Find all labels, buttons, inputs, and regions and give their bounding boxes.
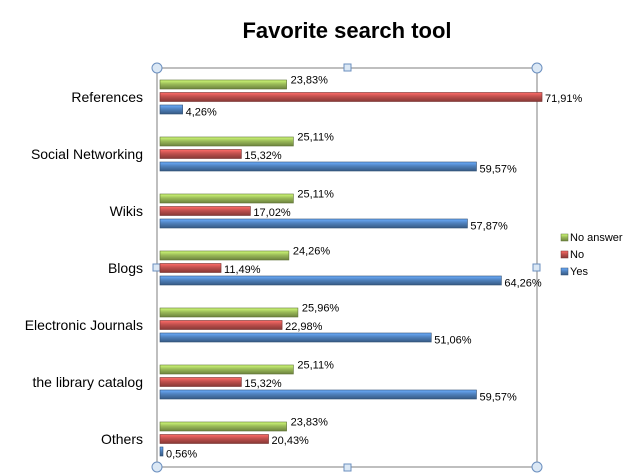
value-label-no-electronic-journals: 22,98% bbox=[285, 321, 323, 333]
category-label-the-library-catalog: the library catalog bbox=[32, 374, 143, 390]
bar-yes-wikis bbox=[159, 218, 468, 229]
bar-yes-electronic-journals bbox=[159, 332, 432, 343]
category-label-blogs: Blogs bbox=[108, 260, 143, 276]
bar-no-answer-social-networking bbox=[159, 136, 294, 147]
frame-handle-right-middle[interactable] bbox=[532, 263, 541, 272]
legend-label-no: No bbox=[570, 249, 584, 261]
value-label-no-answer-electronic-journals: 25,96% bbox=[302, 303, 340, 315]
value-label-yes-references: 4,26% bbox=[186, 107, 217, 119]
bar-yes-references bbox=[159, 104, 183, 115]
category-label-social-networking: Social Networking bbox=[31, 146, 143, 162]
value-label-yes-wikis: 57,87% bbox=[470, 221, 508, 233]
value-label-no-references: 71,91% bbox=[545, 93, 583, 105]
bar-no-answer-wikis bbox=[159, 193, 294, 204]
value-label-no-wikis: 17,02% bbox=[253, 207, 291, 219]
bar-no-answer-the-library-catalog bbox=[159, 364, 294, 375]
value-label-no-answer-wikis: 25,11% bbox=[297, 189, 334, 201]
value-label-yes-the-library-catalog: 59,57% bbox=[479, 392, 517, 404]
category-label-references: References bbox=[71, 89, 143, 105]
bar-no-the-library-catalog bbox=[159, 377, 242, 387]
value-label-yes-others: 0,56% bbox=[166, 449, 197, 461]
category-label-wikis: Wikis bbox=[110, 203, 143, 219]
bar-no-answer-blogs bbox=[159, 250, 290, 261]
category-label-others: Others bbox=[101, 431, 143, 447]
value-label-yes-electronic-journals: 51,06% bbox=[434, 335, 472, 347]
bar-yes-others bbox=[159, 446, 164, 457]
value-label-no-answer-the-library-catalog: 25,11% bbox=[297, 360, 334, 372]
value-label-no-social-networking: 15,32% bbox=[244, 150, 282, 162]
bar-no-answer-references bbox=[159, 79, 287, 90]
value-label-no-others: 20,43% bbox=[272, 435, 310, 447]
frame-handle-top-right[interactable] bbox=[531, 62, 543, 74]
bar-no-answer-others bbox=[159, 421, 287, 432]
value-label-yes-social-networking: 59,57% bbox=[479, 164, 517, 176]
legend-label-no-answer: No answer bbox=[570, 232, 623, 244]
legend-swatch-yes bbox=[560, 267, 569, 276]
bar-no-social-networking bbox=[159, 149, 242, 159]
chart-title: Favorite search tool bbox=[242, 18, 451, 43]
category-labels: References Social Networking Wikis Blogs Ele… bbox=[25, 89, 143, 447]
bar-no-wikis bbox=[159, 206, 251, 216]
bar-yes-social-networking bbox=[159, 161, 477, 172]
legend-label-yes: Yes bbox=[570, 266, 588, 278]
legend-swatch-no bbox=[560, 250, 569, 259]
legend-swatch-no-answer bbox=[560, 233, 569, 242]
value-label-no-answer-social-networking: 25,11% bbox=[297, 132, 334, 144]
bar-yes-the-library-catalog bbox=[159, 389, 477, 400]
bar-no-blogs bbox=[159, 263, 222, 273]
value-label-no-the-library-catalog: 15,32% bbox=[244, 378, 282, 390]
frame-handle-top-middle[interactable] bbox=[343, 63, 352, 72]
legend: No answer No Yes bbox=[560, 232, 623, 278]
value-label-no-blogs: 11,49% bbox=[224, 264, 261, 276]
bar-no-answer-electronic-journals bbox=[159, 307, 299, 318]
bar-no-electronic-journals bbox=[159, 320, 283, 330]
frame-handle-bottom-middle[interactable] bbox=[343, 463, 352, 472]
value-label-no-answer-references: 23,83% bbox=[291, 75, 329, 87]
frame-handle-top-left[interactable] bbox=[151, 62, 163, 74]
category-label-electronic-journals: Electronic Journals bbox=[25, 317, 143, 333]
bar-yes-blogs bbox=[159, 275, 502, 286]
frame-handle-bottom-right[interactable] bbox=[531, 461, 543, 473]
bar-no-others bbox=[159, 434, 269, 444]
chart-frame bbox=[151, 62, 543, 473]
frame-handle-bottom-left[interactable] bbox=[151, 461, 163, 473]
value-label-no-answer-others: 23,83% bbox=[291, 417, 329, 429]
frame-handle-left-middle[interactable] bbox=[152, 263, 161, 272]
value-labels: 23,83% 71,91% 4,26% 25,11% 15,32% 59,57% 25,11… bbox=[166, 75, 583, 461]
value-label-yes-blogs: 64,26% bbox=[504, 278, 542, 290]
bars-layer bbox=[159, 79, 543, 457]
bar-no-references bbox=[159, 92, 543, 102]
value-label-no-answer-blogs: 24,26% bbox=[293, 246, 331, 258]
